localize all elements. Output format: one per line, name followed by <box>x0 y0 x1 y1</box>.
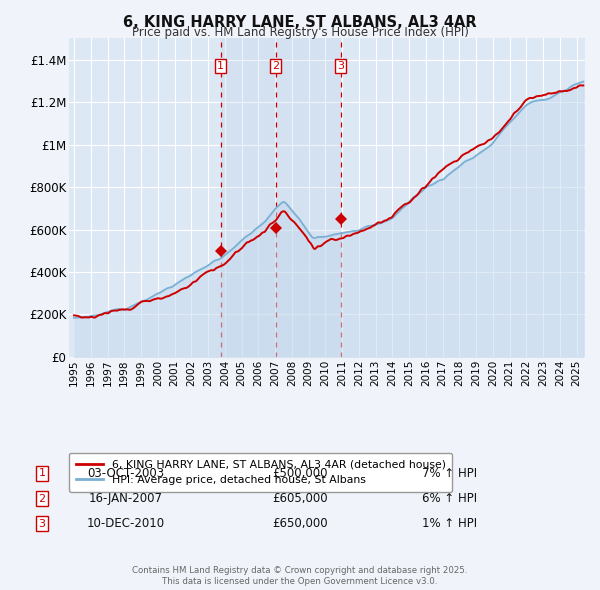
Text: 2: 2 <box>272 61 279 71</box>
Text: 16-JAN-2007: 16-JAN-2007 <box>89 492 163 505</box>
Text: This data is licensed under the Open Government Licence v3.0.: This data is licensed under the Open Gov… <box>163 577 437 586</box>
Text: 1: 1 <box>217 61 224 71</box>
Text: 3: 3 <box>38 519 46 529</box>
Text: £605,000: £605,000 <box>272 492 328 505</box>
Bar <box>221 38 341 357</box>
Text: £500,000: £500,000 <box>272 467 328 480</box>
Text: £650,000: £650,000 <box>272 517 328 530</box>
Text: 6, KING HARRY LANE, ST ALBANS, AL3 4AR: 6, KING HARRY LANE, ST ALBANS, AL3 4AR <box>123 15 477 30</box>
Text: 1: 1 <box>38 468 46 478</box>
Legend: 6, KING HARRY LANE, ST ALBANS, AL3 4AR (detached house), HPI: Average price, det: 6, KING HARRY LANE, ST ALBANS, AL3 4AR (… <box>69 453 452 491</box>
Text: 2: 2 <box>38 494 46 503</box>
Text: 10-DEC-2010: 10-DEC-2010 <box>87 517 165 530</box>
Text: Contains HM Land Registry data © Crown copyright and database right 2025.: Contains HM Land Registry data © Crown c… <box>132 566 468 575</box>
Text: 03-OCT-2003: 03-OCT-2003 <box>88 467 164 480</box>
Text: Price paid vs. HM Land Registry's House Price Index (HPI): Price paid vs. HM Land Registry's House … <box>131 26 469 39</box>
Text: 6% ↑ HPI: 6% ↑ HPI <box>422 492 478 505</box>
Text: 7% ↑ HPI: 7% ↑ HPI <box>422 467 478 480</box>
Text: 1% ↑ HPI: 1% ↑ HPI <box>422 517 478 530</box>
Text: 3: 3 <box>337 61 344 71</box>
